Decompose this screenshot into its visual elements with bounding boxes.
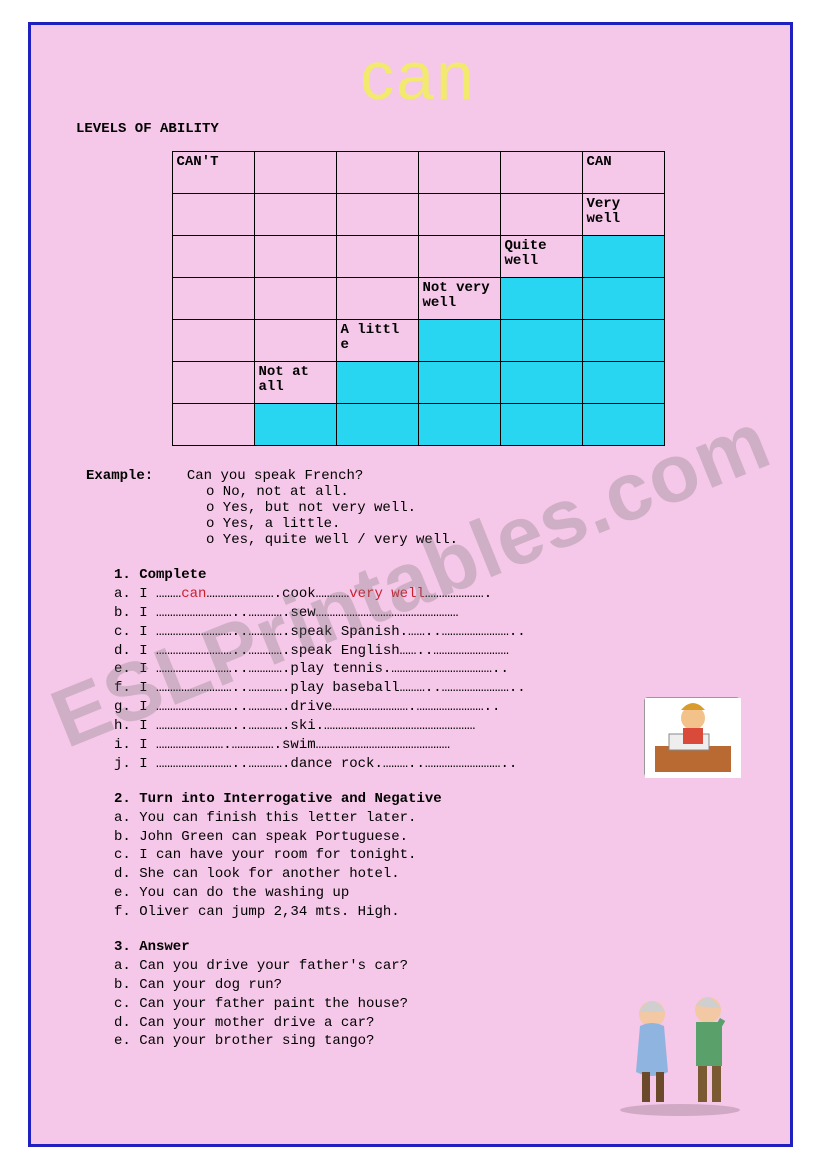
ex2-item: a. You can finish this letter later. (114, 809, 750, 828)
example-line: Example: Can you speak French? (86, 468, 750, 484)
example-answer: o Yes, but not very well. (206, 500, 750, 516)
worksheet-page: can LEVELS OF ABILITY CAN'T CANVery wellQ… (28, 22, 793, 1147)
ability-cell: Very well (582, 194, 664, 236)
ability-cell (500, 362, 582, 404)
ability-cell (172, 278, 254, 320)
ability-cell (418, 362, 500, 404)
ability-cell (254, 236, 336, 278)
ability-cell (254, 278, 336, 320)
ability-cell (582, 404, 664, 446)
ex1-item: e. I ………………………..………….play tennis.…………………… (114, 660, 750, 679)
ex2-item: c. I can have your room for tonight. (114, 846, 750, 865)
ability-cell (418, 404, 500, 446)
page-title: can (86, 37, 750, 115)
ability-cell (500, 278, 582, 320)
ability-cell (172, 320, 254, 362)
ex1-item: b. I ………………………..………….sew…………………………………………… (114, 604, 750, 623)
ability-cell (418, 236, 500, 278)
ability-cell (254, 320, 336, 362)
ability-cell (500, 404, 582, 446)
ability-cell (336, 236, 418, 278)
ability-cell (172, 362, 254, 404)
ability-cell (254, 404, 336, 446)
ability-cell (500, 320, 582, 362)
ability-cell (172, 236, 254, 278)
section-subtitle: LEVELS OF ABILITY (76, 121, 750, 137)
ex1-item: d. I ………………………..………….speak English……..……… (114, 642, 750, 661)
example-question: Can you speak French? (187, 468, 363, 484)
ability-table: CAN'T CANVery wellQuite wellNot very well… (172, 151, 665, 446)
ability-cell (254, 194, 336, 236)
exercise-2: 2. Turn into Interrogative and Negative … (114, 790, 750, 922)
example-label: Example: (86, 468, 153, 484)
ex2-item: d. She can look for another hotel. (114, 865, 750, 884)
ability-cell (500, 194, 582, 236)
ability-cell (418, 152, 500, 194)
ability-cell: Not very well (418, 278, 500, 320)
ex2-item: e. You can do the washing up (114, 884, 750, 903)
clipart-elderly-couple (610, 986, 750, 1116)
ex2-head: 2. Turn into Interrogative and Negative (114, 790, 750, 809)
ability-cell (418, 320, 500, 362)
ability-cell (172, 194, 254, 236)
ex1-item: f. I ………………………..………….play baseball………..…… (114, 679, 750, 698)
ability-cell: Not at all (254, 362, 336, 404)
ability-cell (582, 278, 664, 320)
ability-cell: A littl e (336, 320, 418, 362)
ability-cell (336, 362, 418, 404)
example-answer: o No, not at all. (206, 484, 750, 500)
ability-cell (336, 278, 418, 320)
example-answer: o Yes, a little. (206, 516, 750, 532)
ability-cell (500, 152, 582, 194)
ability-cell (172, 404, 254, 446)
ex1-head: 1. Complete (114, 566, 750, 585)
example-answer: o Yes, quite well / very well. (206, 532, 750, 548)
ex2-item: f. Oliver can jump 2,34 mts. High. (114, 903, 750, 922)
clipart-boy-reading (644, 697, 740, 777)
ability-cell (254, 152, 336, 194)
example-block: Example: Can you speak French? o No, not… (86, 468, 750, 548)
ex1-item: a. I ………can…………………….cook…………very well………… (114, 585, 750, 604)
ability-cell (582, 362, 664, 404)
ex2-item: b. John Green can speak Portuguese. (114, 828, 750, 847)
ex3-item: a. Can you drive your father's car? (114, 957, 750, 976)
ability-cell (418, 194, 500, 236)
ex1-item: c. I ………………………..………….speak Spanish.……..…… (114, 623, 750, 642)
ex3-head: 3. Answer (114, 938, 750, 957)
ability-cell (336, 152, 418, 194)
ability-cell (582, 236, 664, 278)
ability-table-wrap: CAN'T CANVery wellQuite wellNot very well… (86, 151, 750, 446)
ability-cell: CAN'T (172, 152, 254, 194)
ability-cell (336, 404, 418, 446)
ability-cell (582, 320, 664, 362)
ability-cell: Quite well (500, 236, 582, 278)
ability-cell: CAN (582, 152, 664, 194)
ability-cell (336, 194, 418, 236)
